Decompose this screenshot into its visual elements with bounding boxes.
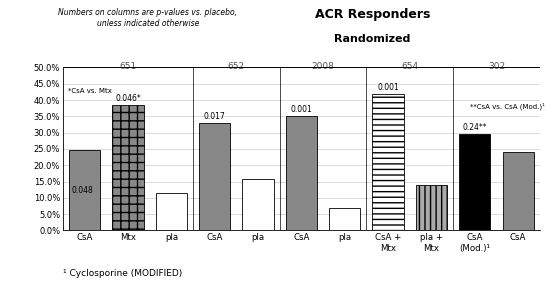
Text: Numbers on columns are p-values vs. placebo,
unless indicated otherwise: Numbers on columns are p-values vs. plac… [59, 8, 237, 28]
Text: 302: 302 [488, 62, 505, 71]
Bar [459, 134, 490, 230]
Bar [242, 179, 273, 230]
Bar [286, 116, 317, 230]
Text: 651: 651 [119, 62, 136, 71]
Text: 0.048: 0.048 [72, 185, 94, 194]
Bar [69, 149, 100, 230]
Text: 2008: 2008 [312, 62, 334, 71]
Bar [416, 185, 447, 230]
Text: 0.046*: 0.046* [115, 94, 141, 103]
Bar [329, 208, 361, 230]
Text: Randomized: Randomized [334, 34, 411, 44]
Text: 0.001: 0.001 [290, 105, 312, 114]
Bar [199, 123, 230, 230]
Text: ACR Responders: ACR Responders [315, 8, 430, 21]
Bar [503, 152, 534, 230]
Text: 654: 654 [401, 62, 418, 71]
Text: **CsA vs. CsA (Mod.)¹: **CsA vs. CsA (Mod.)¹ [470, 103, 545, 110]
Bar [373, 94, 404, 230]
Bar [112, 105, 144, 230]
Text: 652: 652 [228, 62, 245, 71]
Bar [156, 193, 187, 230]
Text: 0.001: 0.001 [377, 83, 399, 92]
Text: 0.017: 0.017 [204, 112, 226, 121]
Text: 0.24**: 0.24** [463, 123, 487, 132]
Text: ¹ Cyclosporine (MODIFIED): ¹ Cyclosporine (MODIFIED) [63, 269, 182, 278]
Text: *CsA vs. Mtx: *CsA vs. Mtx [68, 88, 112, 94]
